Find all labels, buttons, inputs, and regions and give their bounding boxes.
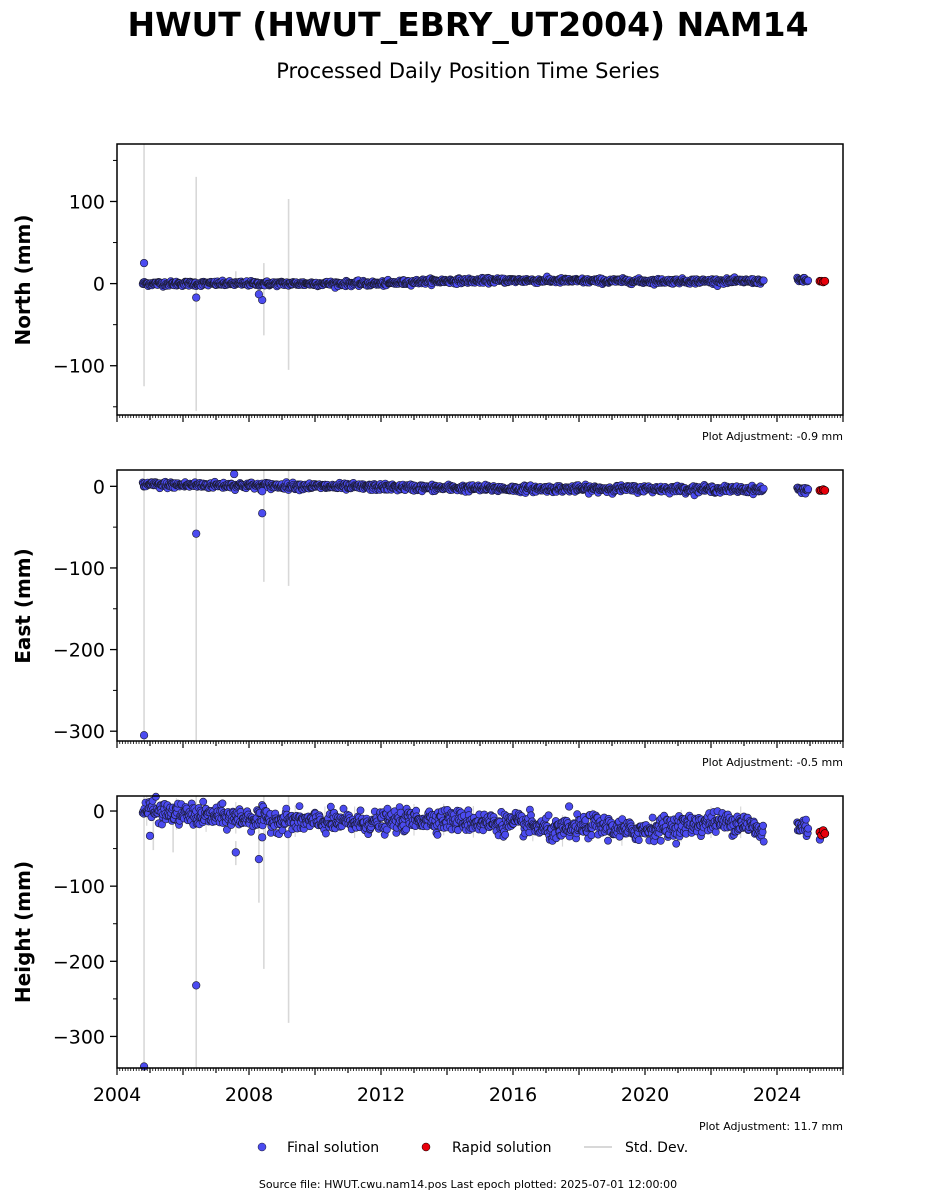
height-ytick-label: −300 — [53, 1026, 105, 1048]
height-final-point — [356, 806, 365, 815]
height-final-point — [759, 821, 767, 830]
chart-title: HWUT (HWUT_EBRY_UT2004) NAM14 — [127, 5, 808, 44]
source-caption: Source file: HWUT.cwu.nam14.pos Last epo… — [259, 1178, 677, 1191]
x-tick-label: 2016 — [489, 1084, 537, 1106]
east-final-point — [804, 485, 813, 494]
height-final-point — [648, 813, 657, 822]
east-outlier-point — [139, 731, 149, 740]
north-final-point — [804, 276, 813, 285]
height-ytick-label: −100 — [53, 876, 105, 898]
north-outlier-point — [192, 293, 201, 302]
east-plot-adjustment: Plot Adjustment: -0.5 mm — [702, 756, 843, 769]
east-outlier-point — [230, 469, 239, 479]
north-ytick-label: 0 — [93, 274, 105, 296]
legend-final-label: Final solution — [287, 1140, 379, 1156]
east-axis-label: East (mm) — [11, 548, 35, 664]
height-final-point — [656, 836, 665, 845]
height-outlier-point — [258, 833, 267, 842]
height-outlier-point — [192, 981, 201, 990]
height-rapid-point — [820, 829, 830, 838]
north-rapid-point — [820, 276, 830, 286]
height-final-point — [604, 836, 612, 845]
legend-rapid-label: Rapid solution — [452, 1140, 552, 1156]
height-final-point — [634, 836, 643, 844]
east-final-point — [759, 484, 768, 493]
north-outlier-point — [254, 290, 263, 299]
height-final-point — [804, 824, 813, 833]
x-tick-label: 2020 — [621, 1084, 669, 1106]
height-outlier-point — [564, 802, 574, 811]
east-outlier-point — [258, 487, 267, 496]
north-final-point — [759, 276, 768, 285]
height-axis-label: Height (mm) — [11, 861, 35, 1003]
north-axis-label: North (mm) — [11, 214, 35, 345]
x-tick-label: 2024 — [753, 1084, 801, 1106]
east-rapid-point — [820, 486, 830, 495]
east-outlier-point — [192, 529, 201, 538]
north-panel: −100 0 100 North (mm) Plot Adjustment: -0.… — [11, 143, 844, 443]
height-outlier-point — [254, 855, 263, 864]
height-final-point — [295, 802, 304, 810]
height-final-point — [711, 828, 720, 836]
height-final-point — [433, 831, 442, 839]
east-series — [138, 469, 830, 741]
x-tick-label: 2004 — [93, 1084, 141, 1106]
height-final-point — [199, 797, 208, 806]
height-outlier-point — [231, 848, 240, 857]
height-ytick-label: −200 — [53, 951, 105, 973]
height-final-point — [802, 815, 810, 824]
height-final-point — [587, 831, 596, 840]
north-ytick-label: 100 — [69, 191, 105, 213]
east-panel: −300 −200 −100 0 East (mm) Plot Adjustment:… — [11, 469, 844, 769]
height-ytick-label: 0 — [93, 801, 105, 823]
x-tick-label: 2012 — [357, 1084, 405, 1106]
x-tick-label: 2008 — [225, 1084, 273, 1106]
legend-std-label: Std. Dev. — [625, 1140, 688, 1156]
height-final-point — [321, 829, 330, 838]
north-axes: −100 0 100 — [53, 159, 844, 422]
east-ytick-label: −200 — [53, 640, 105, 662]
east-outlier-point — [258, 509, 267, 518]
east-ytick-label: −100 — [53, 558, 105, 580]
legend-final-marker — [257, 1142, 267, 1152]
height-final-point — [544, 811, 553, 820]
chart-subtitle: Processed Daily Position Time Series — [276, 59, 660, 83]
height-final-point — [672, 839, 681, 848]
north-ytick-label: −100 — [53, 356, 105, 378]
height-final-point — [218, 799, 227, 808]
legend-rapid-marker — [421, 1142, 431, 1152]
north-plot-adjustment: Plot Adjustment: -0.9 mm — [702, 430, 843, 443]
height-final-point — [759, 837, 768, 846]
height-plot-adjustment: Plot Adjustment: 11.7 mm — [699, 1120, 843, 1133]
east-ytick-label: 0 — [93, 476, 105, 498]
north-outlier-point — [139, 258, 149, 268]
height-final-point — [501, 830, 510, 839]
east-ytick-label: −300 — [53, 721, 105, 743]
north-series — [138, 144, 830, 411]
height-outlier-point — [145, 831, 155, 840]
